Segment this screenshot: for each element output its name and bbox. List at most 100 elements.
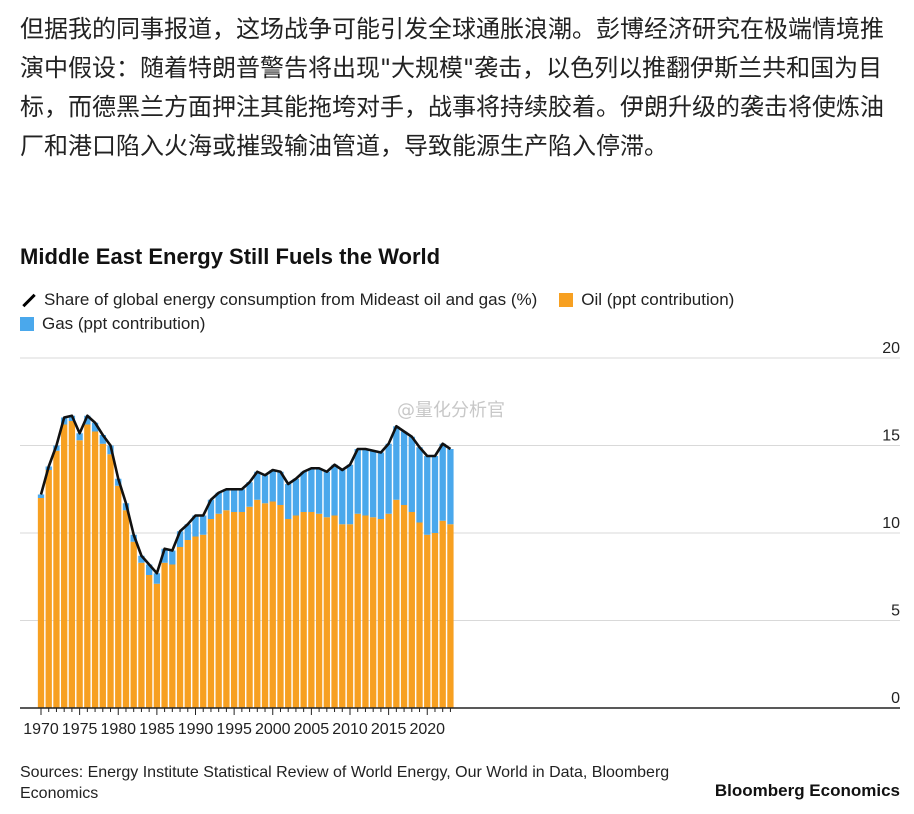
gas-bar (84, 415, 91, 425)
gas-bar (285, 484, 292, 519)
gas-bar (400, 431, 408, 505)
oil-bar (76, 440, 83, 708)
oil-bar (292, 515, 300, 708)
gas-bar (184, 524, 191, 540)
gas-bar (315, 468, 323, 514)
gas-bar (424, 456, 431, 535)
oil-bar (385, 513, 392, 708)
x-tick-label: 1990 (178, 721, 214, 738)
oil-bar (37, 498, 45, 708)
oil-bar (300, 512, 307, 708)
gas-bar (254, 471, 261, 500)
y-tick-label: 20 (882, 340, 900, 357)
gas-bar (331, 464, 338, 516)
oil-bar (323, 517, 330, 708)
chart-plot: 0 5 10 15 20 1970 1975 1980 1985 1990 1995 2000 2005… (20, 340, 900, 738)
gas-bar (207, 499, 215, 519)
oil-bar (146, 575, 153, 708)
x-tick-label: 1970 (23, 721, 59, 738)
oil-bar (91, 431, 99, 708)
watermark: @量化分析官 (397, 400, 505, 421)
gas-bar (277, 471, 284, 505)
line-legend-icon (20, 293, 36, 307)
oil-bar (315, 513, 323, 708)
gas-bar (269, 470, 276, 502)
gas-bar (146, 564, 153, 575)
legend-label-share: Share of global energy consumption from … (44, 290, 538, 309)
chart-legend: Share of global energy consumption from … (20, 288, 900, 336)
oil-bar (362, 515, 369, 708)
gas-bar (200, 515, 207, 535)
gas-bar (238, 489, 245, 512)
chart-title: Middle East Energy Still Fuels the World (20, 244, 441, 269)
gas-bar (76, 433, 83, 441)
gas-bar (37, 494, 45, 498)
gas-bar (339, 470, 346, 525)
oil-bar (115, 485, 122, 708)
oil-bar (130, 541, 137, 708)
gas-bar (246, 482, 253, 507)
oil-bar (261, 503, 269, 708)
oil-swatch-icon (559, 293, 574, 307)
oil-bar (339, 524, 346, 708)
legend-item-share: Share of global energy consumption from … (20, 290, 537, 310)
y-tick-label: 10 (882, 515, 900, 532)
x-tick-label: 2005 (294, 721, 330, 738)
oil-bar (246, 506, 253, 708)
gas-bar (393, 426, 400, 500)
gas-swatch-icon (20, 317, 34, 331)
x-tick-label: 2015 (371, 721, 407, 738)
oil-bar (45, 470, 52, 708)
oil-bar (346, 524, 354, 708)
oil-bar (53, 450, 60, 708)
oil-bar (424, 534, 431, 708)
article-text: 但据我的同事报道，这场战争可能引发全球通胀浪潮。彭博经济研究在极端情境推演中假设… (20, 10, 900, 166)
gas-bar (439, 443, 446, 521)
oil-bar (354, 513, 361, 708)
oil-bar (122, 510, 130, 708)
gas-bar (385, 443, 392, 514)
gas-bar (169, 550, 176, 565)
gas-bar (292, 478, 300, 516)
oil-bar (61, 424, 68, 708)
oil-bar (416, 522, 423, 708)
oil-bar (161, 562, 168, 708)
legend-label-gas: Gas (ppt contribution) (42, 314, 206, 333)
oil-bar (269, 501, 276, 708)
x-tick-label: 2020 (409, 721, 445, 738)
oil-bar (99, 443, 106, 708)
gas-bar (91, 422, 99, 432)
oil-bar (431, 533, 439, 708)
oil-bar (285, 519, 292, 708)
legend-item-gas: Gas (ppt contribution) (20, 314, 205, 334)
oil-bar (238, 512, 245, 708)
gas-bar (447, 449, 454, 525)
x-tick-label: 1985 (139, 721, 175, 738)
gas-bar (300, 471, 307, 512)
oil-bar (230, 512, 238, 708)
gas-bar (416, 447, 423, 523)
gas-bar (431, 456, 439, 533)
x-tick-label: 2000 (255, 721, 291, 738)
oil-bar (393, 499, 400, 708)
gas-bar (408, 436, 415, 512)
gas-bar (261, 475, 269, 504)
oil-bar (207, 519, 215, 708)
sources-note: Sources: Energy Institute Statistical Re… (20, 764, 670, 802)
oil-bar (192, 536, 199, 708)
oil-bar (439, 520, 446, 708)
oil-bar (107, 454, 114, 708)
x-tick-label: 1975 (62, 721, 98, 738)
oil-bar (277, 505, 284, 708)
x-tick-label: 1980 (100, 721, 136, 738)
article-paragraph: 但据我的同事报道，这场战争可能引发全球通胀浪潮。彭博经济研究在极端情境推演中假设… (20, 15, 884, 160)
oil-bar (84, 424, 91, 708)
gas-bar (215, 492, 222, 514)
gas-bar (362, 449, 369, 516)
gas-bar (323, 471, 330, 518)
gas-bar (192, 515, 199, 537)
x-tick-label: 1995 (216, 721, 252, 738)
oil-bar (331, 515, 338, 708)
oil-bar (408, 512, 415, 708)
oil-bar (377, 519, 385, 708)
